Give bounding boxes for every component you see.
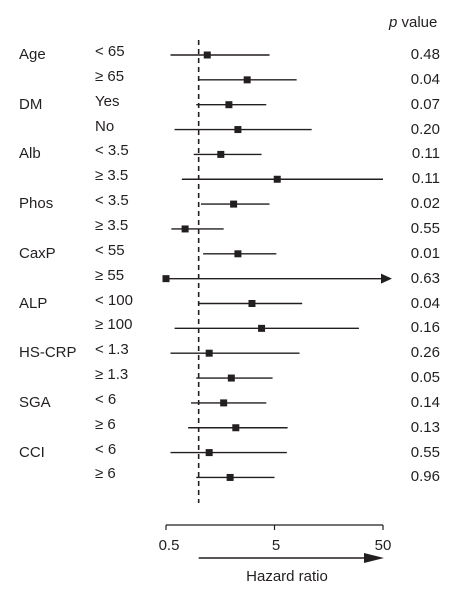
p-value-9: 0.63 [410,269,440,287]
p-value-11: 0.16 [410,319,440,337]
p-value-10: 0.04 [410,294,440,312]
point-estimate-8 [234,250,242,258]
p-value-16: 0.55 [410,443,440,461]
p-value-3: 0.20 [410,120,440,138]
group-label-10: ALP [19,294,48,312]
point-estimate-4 [217,150,225,158]
subgroup-label-4: < 3.5 [95,142,129,160]
x-tick-1: 5 [271,537,281,554]
p-value-14: 0.14 [410,393,440,411]
subgroup-label-7: ≥ 3.5 [95,216,129,234]
p-value-header: p value [389,14,437,31]
point-estimate-13 [227,374,235,382]
p-value-5: 0.11 [411,170,440,188]
group-label-0: Age [19,46,46,63]
subgroup-label-3: No [95,117,115,135]
subgroup-label-14: < 6 [95,390,117,408]
point-estimate-14 [220,399,228,407]
point-estimate-3 [234,126,242,134]
p-value-1: 0.04 [410,70,440,88]
x-axis-title: Hazard ratio [246,568,328,585]
group-label-6: Phos [19,195,54,213]
subgroup-label-10: < 100 [95,291,133,309]
point-estimate-12 [205,349,213,357]
group-label-4: Alb [19,145,41,163]
direction-arrow-head [364,553,384,563]
subgroup-label-5: ≥ 3.5 [95,167,129,185]
group-label-2: DM [19,95,43,113]
p-value-6: 0.02 [410,195,440,213]
point-estimate-11 [258,324,266,332]
point-estimate-0 [203,51,211,59]
subgroup-label-0: < 65 [95,43,125,60]
p-value-header-italic: p [389,14,398,31]
p-value-2: 0.07 [410,95,440,113]
group-label-8: CaxP [19,244,56,262]
p-value-13: 0.05 [410,369,440,387]
subgroup-label-12: < 1.3 [95,341,129,359]
point-estimate-6 [230,200,238,208]
subgroup-label-2: Yes [95,92,120,110]
p-value-17: 0.96 [410,468,440,486]
point-estimate-15 [232,424,240,432]
point-estimate-17 [226,473,234,481]
p-value-12: 0.26 [410,344,440,362]
point-estimate-10 [248,300,256,307]
p-value-15: 0.13 [410,418,440,436]
p-value-0: 0.48 [410,46,440,63]
subgroup-label-8: < 55 [95,241,125,259]
subgroup-label-17: ≥ 6 [95,465,116,483]
p-value-4: 0.11 [411,145,440,163]
group-label-12: HS-CRP [19,344,77,362]
subgroup-label-13: ≥ 1.3 [95,366,129,384]
ci-arrow-9 [381,273,392,284]
subgroup-label-11: ≥ 100 [95,316,133,334]
group-label-16: CCI [19,443,45,461]
point-estimate-2 [225,101,233,109]
subgroup-label-16: < 6 [95,440,117,458]
x-tick-2: 50 [374,537,392,554]
subgroup-label-1: ≥ 65 [95,67,125,85]
point-estimate-5 [273,175,281,183]
subgroup-label-6: < 3.5 [95,192,129,210]
subgroup-label-15: ≥ 6 [95,415,116,433]
p-value-8: 0.01 [410,244,440,262]
x-tick-0: 0.5 [158,537,180,554]
p-value-header-rest: value [397,14,438,31]
point-estimate-1 [243,76,251,84]
subgroup-label-9: ≥ 55 [95,266,125,284]
point-estimate-16 [205,449,213,457]
point-estimate-7 [181,225,189,233]
point-estimate-9 [162,275,170,283]
p-value-7: 0.55 [410,219,440,237]
group-label-14: SGA [19,393,51,411]
